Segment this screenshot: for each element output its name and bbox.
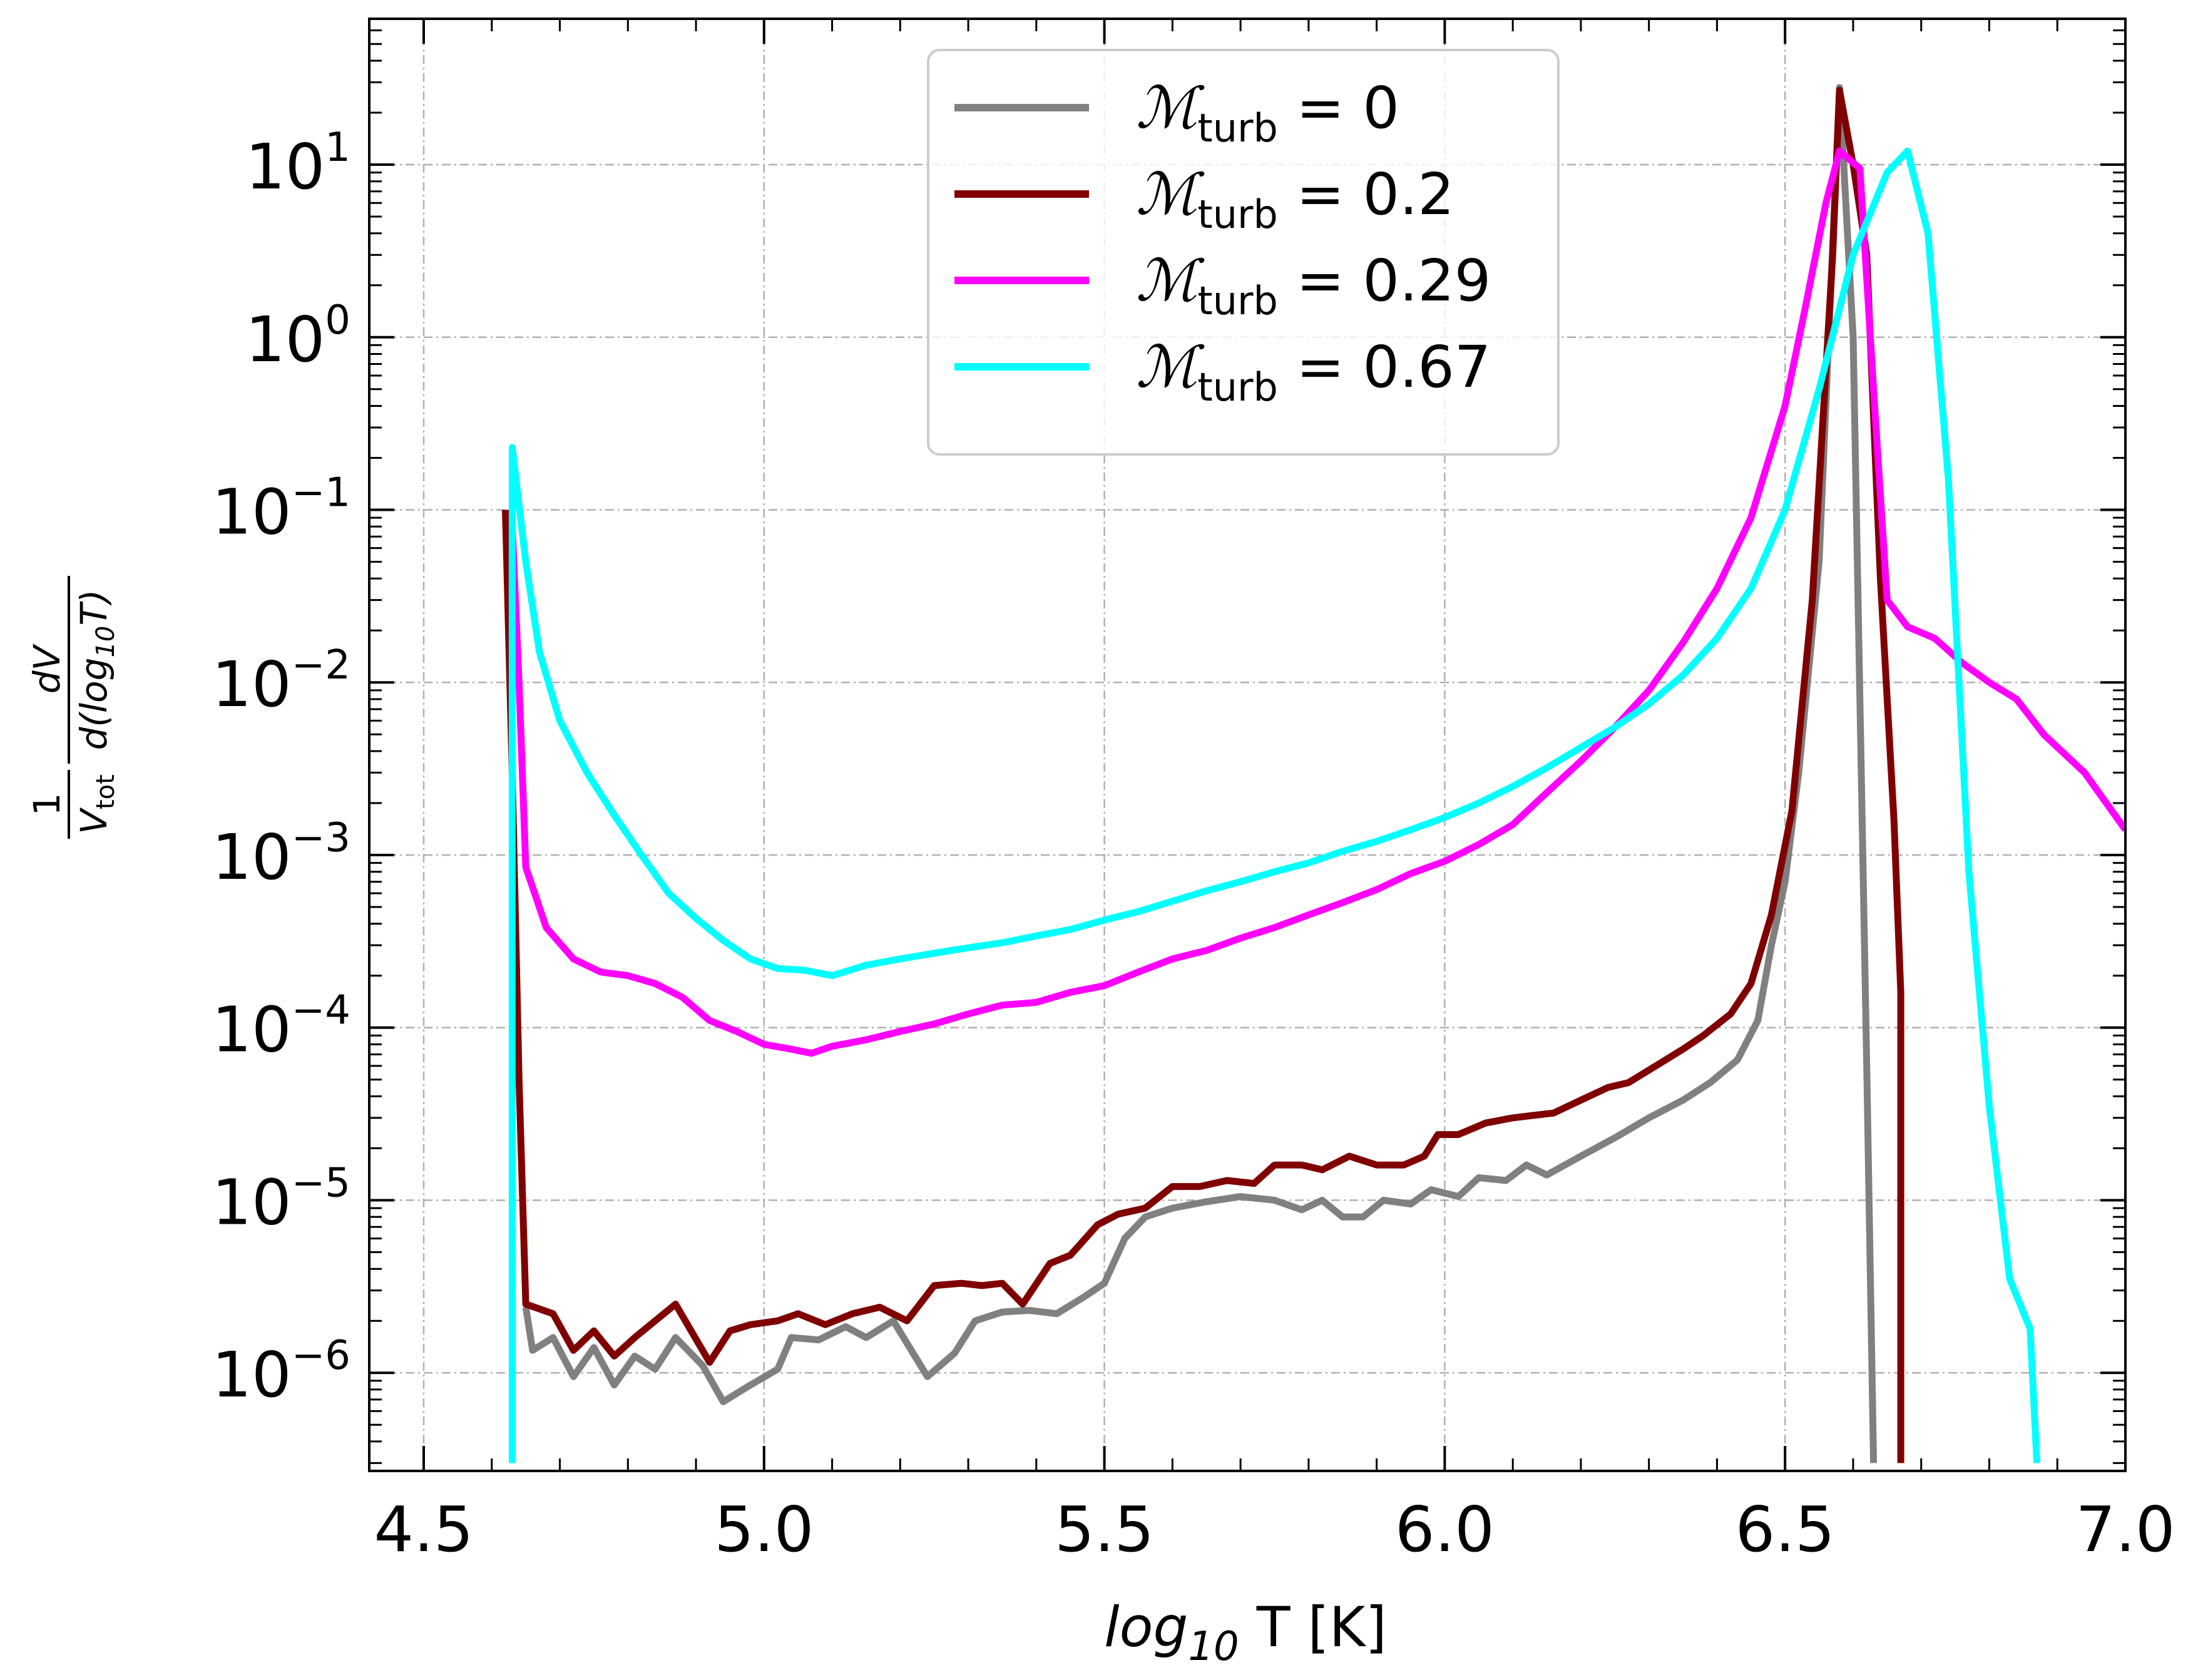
svg-text:1: 1 [26,793,68,816]
legend-box [927,49,1560,456]
y-tick-label: 101 [245,125,350,203]
y-axis-title: 1 Vtot dV d(log10T) [26,576,120,839]
x-tick-label: 5.0 [714,1493,814,1566]
y-tick-label: 10−5 [212,1160,350,1239]
y-tick-label: 10−3 [212,815,350,894]
y-tick-label: 10−6 [212,1333,350,1411]
plot-frame [368,18,2127,1472]
x-tick-labels: 4.5 5.0 5.5 6.0 6.5 7.0 [374,1493,2175,1566]
svg-text:Vtot: Vtot [73,774,120,834]
svg-text:d(log10T): d(log10T) [73,590,120,750]
major-ticks [369,19,2127,1471]
y-tick-labels: 10−6 10−5 10−4 10−3 10−2 10−1 100 101 [212,125,350,1411]
y-tick-label: 100 [245,297,350,376]
svg-text:dV: dV [26,643,68,694]
legend-label-2: ℳturb = 0.29 [1136,247,1491,324]
series-line-3 [508,147,2041,1463]
legend: ℳturb = 0 ℳturb = 0.2 ℳturb = 0.29 ℳturb = … [927,49,1560,456]
series-line-2 [508,147,2125,1057]
y-tick-label: 10−1 [212,470,350,549]
legend-label-3: ℳturb = 0.67 [1136,334,1491,410]
legend-label-0: ℳturb = 0 [1136,74,1399,151]
y-tick-label: 10−2 [212,642,350,721]
series-line-1 [502,86,1904,1463]
x-tick-label: 6.0 [1395,1493,1495,1566]
y-tick-label: 10−4 [212,988,350,1067]
x-axis-title: log10 T [K] [1104,1595,1387,1670]
legend-label-1: ℳturb = 0.2 [1136,161,1454,237]
series-line-0 [522,84,1878,1463]
x-tick-label: 6.5 [1735,1493,1835,1566]
x-tick-label: 4.5 [374,1493,473,1566]
x-tick-label: 5.5 [1055,1493,1154,1566]
x-tick-label: 7.0 [2075,1493,2175,1566]
series-layer [502,84,2125,1463]
